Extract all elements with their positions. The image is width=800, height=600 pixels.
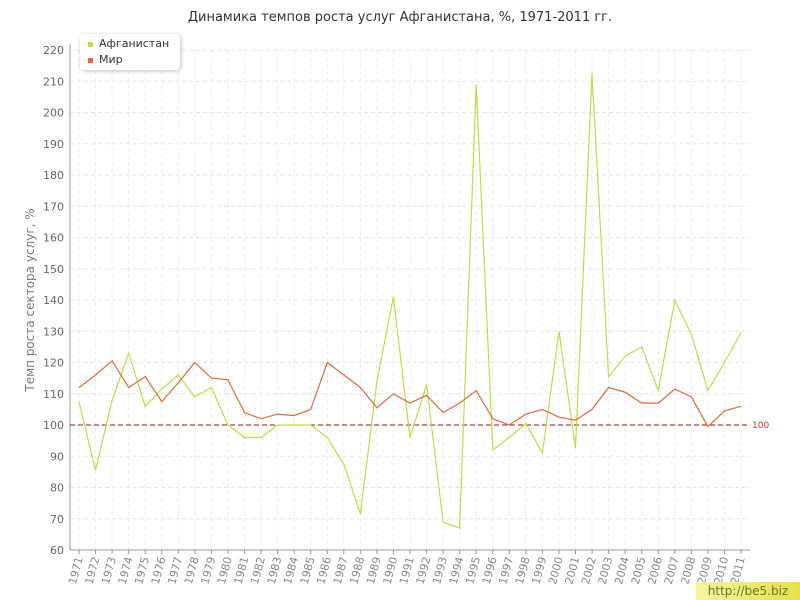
chart-title: Динамика темпов роста услуг Афганистана,… <box>187 10 613 25</box>
x-tick-labels: 1971197219731974197519761977197819791980… <box>66 555 748 585</box>
grid <box>70 49 750 551</box>
reference-line-label: 100 <box>752 421 769 431</box>
legend-item-afghanistan[interactable]: Афганистан <box>88 37 169 51</box>
y-tick-label: 170 <box>43 200 64 213</box>
legend-swatch-world <box>88 57 93 63</box>
legend-label-afghanistan: Афганистан <box>99 37 170 50</box>
y-tick-label: 120 <box>43 357 64 370</box>
watermark-link[interactable]: http://be5.biz <box>696 582 800 600</box>
series-group <box>78 73 742 529</box>
y-tick-label: 200 <box>43 107 64 120</box>
y-tick-label: 160 <box>43 232 64 245</box>
y-tick-label: 220 <box>43 44 64 57</box>
axes <box>69 44 750 554</box>
y-tick-labels: 60 70 80 90 100 110 120 130 140 150 160 170 180 190 20… <box>43 44 64 557</box>
y-tick-label: 190 <box>43 138 64 151</box>
legend-label-world: Мир <box>99 53 123 66</box>
y-tick-label: 80 <box>50 482 64 495</box>
series-line-afghanistan[interactable] <box>78 73 742 529</box>
y-tick-label: 100 <box>43 419 64 432</box>
y-tick-label: 180 <box>43 169 64 182</box>
y-tick-label: 90 <box>50 450 64 463</box>
legend-swatch-afghanistan <box>88 41 93 47</box>
y-tick-label: 150 <box>43 263 64 276</box>
y-tick-label: 70 <box>50 513 64 526</box>
y-tick-label: 60 <box>50 544 64 557</box>
y-tick-label: 130 <box>43 325 64 338</box>
legend: Афганистан Мир <box>80 34 180 70</box>
y-tick-label: 210 <box>43 75 64 88</box>
y-tick-label: 110 <box>43 388 64 401</box>
y-axis-label: Темп роста сектора услуг, % <box>23 208 37 392</box>
reference-line-group: 100 <box>70 421 769 431</box>
legend-item-world[interactable]: Мир <box>88 53 123 67</box>
series-line-world[interactable] <box>78 359 742 428</box>
y-tick-label: 140 <box>43 294 64 307</box>
